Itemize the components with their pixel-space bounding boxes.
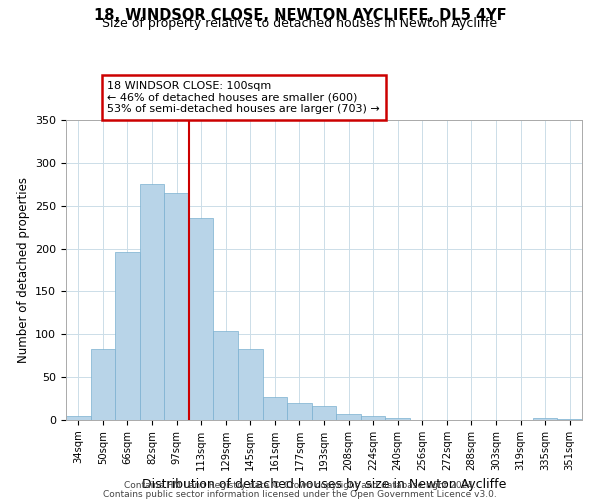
Bar [115,252,140,420]
Bar [263,397,287,420]
Bar [385,418,410,420]
Bar [238,349,263,420]
Bar [91,349,115,420]
Bar [533,418,557,420]
Text: 18, WINDSOR CLOSE, NEWTON AYCLIFFE, DL5 4YF: 18, WINDSOR CLOSE, NEWTON AYCLIFFE, DL5 … [94,8,506,22]
Text: Size of property relative to detached houses in Newton Aycliffe: Size of property relative to detached ho… [103,18,497,30]
Text: Contains HM Land Registry data © Crown copyright and database right 2024.: Contains HM Land Registry data © Crown c… [124,481,476,490]
Text: Contains public sector information licensed under the Open Government Licence v3: Contains public sector information licen… [103,490,497,499]
Bar [66,416,91,420]
Bar [214,331,238,420]
Bar [312,406,336,420]
Bar [557,419,582,420]
Text: 18 WINDSOR CLOSE: 100sqm
← 46% of detached houses are smaller (600)
53% of semi-: 18 WINDSOR CLOSE: 100sqm ← 46% of detach… [107,81,380,114]
Bar [287,403,312,420]
Bar [361,416,385,420]
X-axis label: Distribution of detached houses by size in Newton Aycliffe: Distribution of detached houses by size … [142,478,506,492]
Bar [164,193,189,420]
Y-axis label: Number of detached properties: Number of detached properties [17,177,29,363]
Bar [336,414,361,420]
Bar [140,184,164,420]
Bar [189,218,214,420]
